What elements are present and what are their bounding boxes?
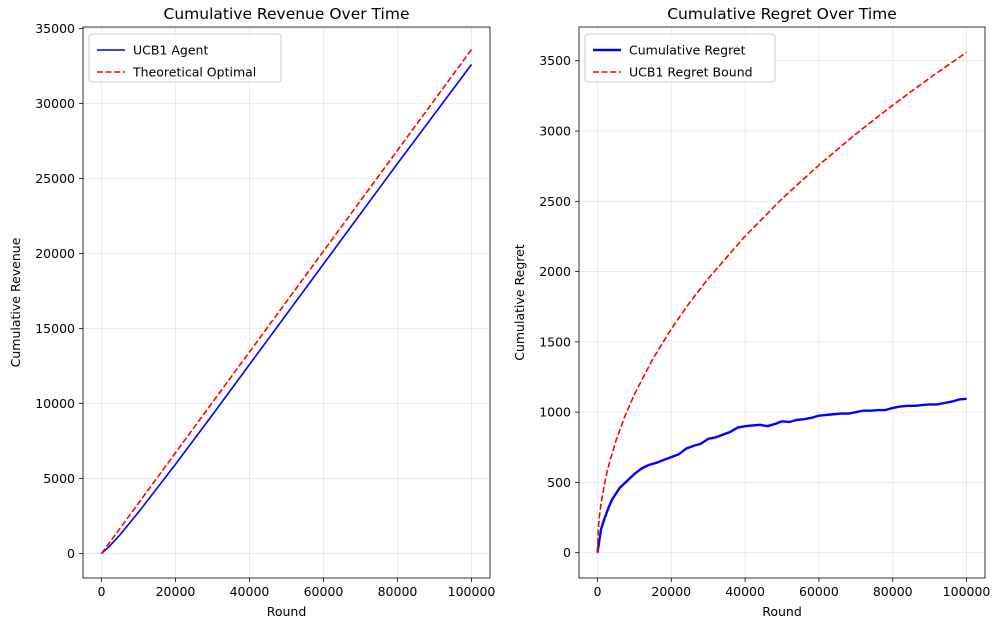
y-tick-label: 20000 [35, 246, 75, 261]
x-tick-label: 80000 [873, 584, 913, 599]
chart-title: Cumulative Revenue Over Time [164, 5, 410, 23]
series-line-ucb1-agent [100, 64, 473, 555]
y-tick-label: 10000 [35, 396, 75, 411]
x-tick-label: 80000 [378, 584, 418, 599]
chart-title: Cumulative Regret Over Time [667, 5, 897, 23]
y-tick-label: 5000 [43, 471, 75, 486]
x-tick-label: 20000 [651, 584, 691, 599]
series-line-theoretical-optimal [100, 49, 473, 555]
y-axis-label: Cumulative Regret [512, 244, 527, 361]
legend-label: UCB1 Agent [133, 43, 208, 58]
x-tick-label: 40000 [230, 584, 270, 599]
y-tick-label: 25000 [35, 171, 75, 186]
x-tick-label: 40000 [725, 584, 765, 599]
axes-frame [578, 26, 986, 579]
x-tick-label: 0 [593, 584, 601, 599]
x-tick-label: 0 [98, 584, 106, 599]
y-tick-label: 35000 [35, 21, 75, 36]
legend-label: Cumulative Regret [629, 43, 746, 58]
x-tick-label: 100000 [943, 584, 991, 599]
y-tick-label: 1500 [539, 334, 571, 349]
x-tick-label: 20000 [156, 584, 196, 599]
y-tick-label: 0 [563, 545, 571, 560]
legend-box [584, 33, 776, 83]
chart-panel-2: 0 20000 40000 60000 80000 100000 0 500 1000 1500 2… [512, 5, 990, 619]
x-axis-label: Round [762, 604, 802, 619]
series-line-cumulative-regret [596, 397, 967, 553]
x-tick-label: 60000 [304, 584, 344, 599]
legend-box [88, 33, 282, 83]
axes-frame [82, 26, 491, 579]
legend-label: UCB1 Regret Bound [629, 65, 753, 80]
y-tick-label: 0 [67, 546, 75, 561]
grid [579, 27, 985, 578]
grid [83, 27, 490, 578]
series-line-ucb1-regret-bound [596, 51, 968, 553]
y-tick-label: 2500 [539, 194, 571, 209]
y-axis-label: Cumulative Revenue [8, 237, 23, 367]
x-tick-label: 60000 [799, 584, 839, 599]
chart-panel-1: 0 20000 40000 60000 80000 100000 0 5000 10000 150… [8, 5, 495, 619]
y-tick-label: 2000 [539, 264, 571, 279]
y-tick-label: 3500 [539, 53, 571, 68]
y-tick-label: 30000 [35, 96, 75, 111]
legend: Cumulative Regret UCB1 Regret Bound [584, 33, 776, 83]
legend-label: Theoretical Optimal [132, 65, 256, 80]
y-tick-label: 15000 [35, 321, 75, 336]
x-tick-label: 100000 [448, 584, 496, 599]
x-axis-label: Round [267, 604, 307, 619]
y-tick-label: 1000 [539, 405, 571, 420]
y-tick-label: 3000 [539, 124, 571, 139]
y-tick-label: 500 [547, 475, 571, 490]
legend: UCB1 Agent Theoretical Optimal [88, 33, 282, 83]
